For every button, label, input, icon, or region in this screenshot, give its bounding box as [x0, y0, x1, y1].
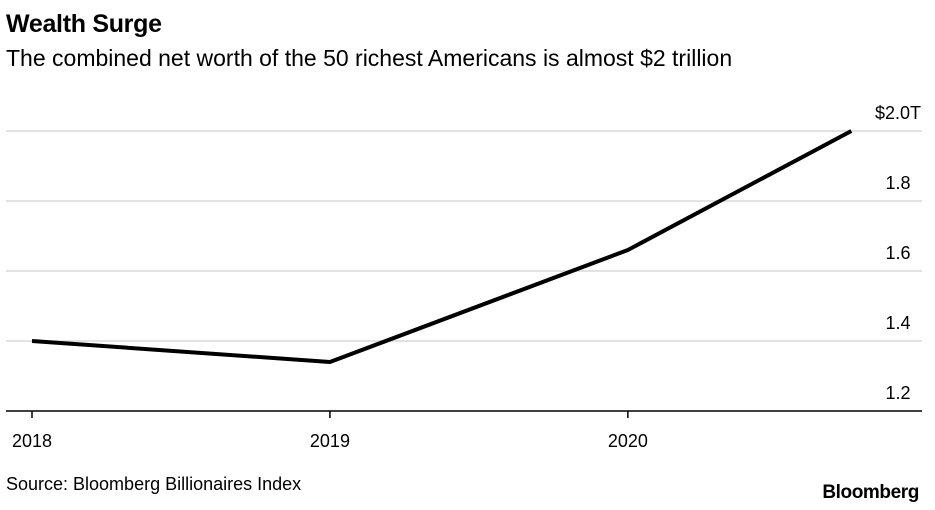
series-layer — [31, 129, 853, 364]
x-tick-label: 2020 — [608, 431, 648, 451]
y-tick-label: 1.8 — [885, 173, 910, 193]
y-tick-label: 1.6 — [885, 243, 910, 263]
bloomberg-logo: Bloomberg — [822, 482, 919, 503]
gridlines — [6, 130, 922, 342]
x-tick-label: 2018 — [12, 431, 52, 451]
tick-labels: $2.0T 1.8 1.6 1.4 1.2 2018 2019 2020 — [12, 103, 921, 451]
y-tick-label: 1.4 — [885, 313, 910, 333]
series-line — [31, 129, 853, 364]
x-tick-label: 2019 — [310, 431, 350, 451]
chart-subtitle: The combined net worth of the 50 richest… — [6, 45, 733, 71]
chart-title: Wealth Surge — [6, 10, 162, 38]
source-note: Source: Bloomberg Billionaires Index — [6, 474, 302, 494]
x-axis — [6, 410, 922, 418]
y-tick-label: 1.2 — [885, 383, 910, 403]
y-tick-label: $2.0T — [875, 103, 921, 123]
